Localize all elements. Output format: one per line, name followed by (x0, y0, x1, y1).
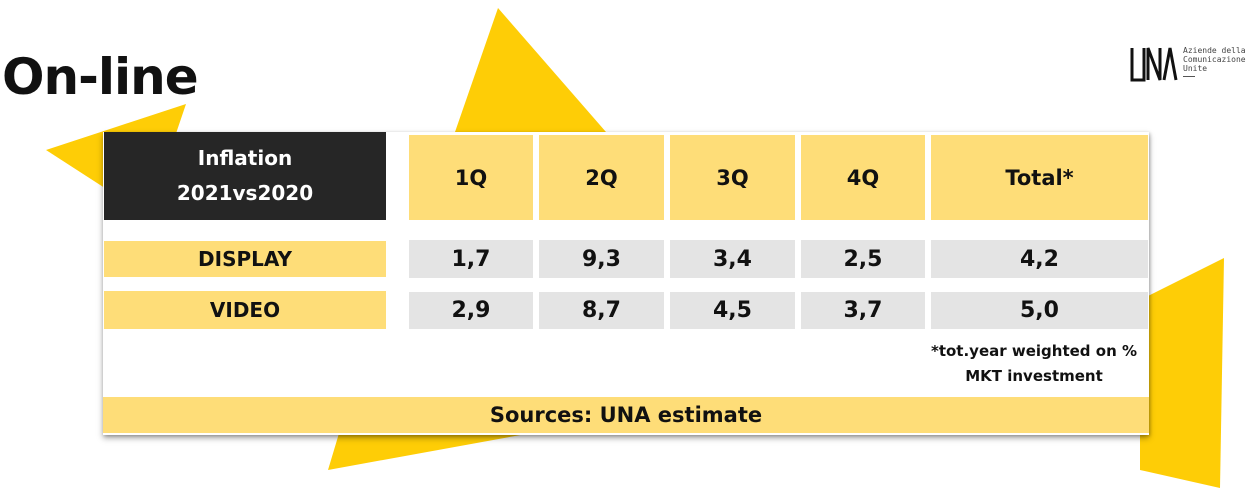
row-label-video: VIDEO (104, 291, 386, 329)
triangle-right (1140, 258, 1224, 488)
logo-rule (1183, 76, 1195, 77)
triangle-top (455, 8, 606, 132)
triangle-bottom (328, 430, 548, 470)
column-header-2q: 2Q (539, 135, 664, 220)
table-cell: 9,3 (539, 240, 664, 278)
table-cell: 2,9 (409, 292, 533, 329)
una-logo-mark (1130, 47, 1178, 82)
sources-bar: Sources: UNA estimate (103, 397, 1149, 433)
table-cell: 1,7 (409, 240, 533, 278)
table-cell: 3,4 (670, 240, 795, 278)
table-header-title: Inflation 2021vs2020 (104, 132, 386, 220)
row-label-display: DISPLAY (104, 241, 386, 277)
una-logo: Aziende della Comunicazione Unite (1130, 44, 1250, 92)
una-logo-text: Aziende della Comunicazione Unite (1183, 46, 1246, 73)
table-cell: 3,7 (801, 292, 925, 329)
page-title: On-line (2, 48, 199, 106)
footnote: *tot.year weighted on % MKT investment (930, 342, 1137, 385)
table-cell: 5,0 (931, 292, 1148, 329)
column-header-1q: 1Q (409, 135, 533, 220)
table-cell: 2,5 (801, 240, 925, 278)
table-cell: 4,5 (670, 292, 795, 329)
column-header-4q: 4Q (801, 135, 925, 220)
column-header-total: Total* (931, 135, 1148, 220)
table-cell: 8,7 (539, 292, 664, 329)
column-header-3q: 3Q (670, 135, 795, 220)
table-cell: 4,2 (931, 240, 1148, 278)
inflation-table-card: Inflation 2021vs2020 1Q 2Q 3Q 4Q Total* … (103, 132, 1149, 435)
